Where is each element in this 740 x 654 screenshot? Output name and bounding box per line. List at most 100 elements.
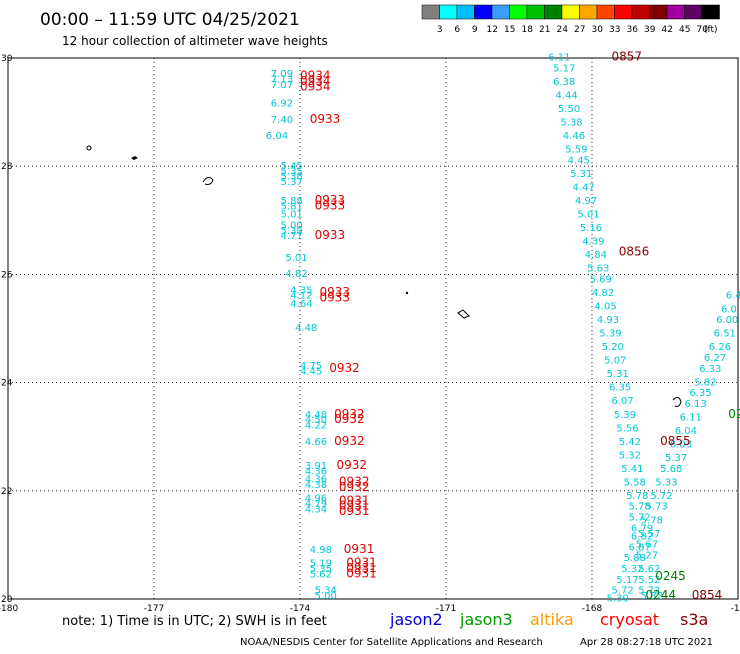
footer-credit: NOAA/NESDIS Center for Satellite Applica… (240, 637, 543, 648)
colorbar-label: 24 (557, 25, 569, 35)
pass-time-label: 0245 (655, 569, 686, 583)
wave-height-label: 6.4 (726, 291, 740, 302)
wave-height-label: 4.12 (290, 291, 312, 302)
colorbar-label: 39 (644, 25, 656, 35)
pass-time-label: 0931 (346, 566, 377, 580)
wave-height-label: 5.59 (565, 145, 587, 156)
wave-height-label: 4.96 (305, 494, 327, 505)
wave-height-label: 4.36 (305, 475, 327, 486)
colorbar-swatch (701, 4, 720, 20)
longitude-tick-label: -180 (0, 604, 18, 614)
pass-time-label: 0932 (334, 434, 365, 448)
wave-height-label: 6.51 (714, 329, 736, 340)
footer-note: note: 1) Time is in UTC; 2) SWH is in fe… (62, 614, 327, 629)
wave-height-label: 4.97 (575, 196, 597, 207)
wave-height-label: 6.07 (611, 396, 633, 407)
colorbar-label: (ft) (704, 25, 718, 35)
map-gridlines (8, 58, 738, 599)
wave-height-label: 5.27 (636, 550, 658, 561)
wave-height-label: 6.11 (680, 412, 702, 423)
colorbar-label: 45 (679, 25, 690, 35)
island-shape (457, 309, 470, 319)
wave-height-label: 4.46 (563, 131, 585, 142)
wave-height-label: 5.39 (281, 226, 303, 237)
colorbar-swatch (561, 4, 580, 20)
wave-height-label: 4.22 (305, 421, 327, 432)
colorbar-swatch (421, 4, 440, 20)
wave-height-label: 4.77 (281, 231, 303, 242)
colorbar-swatch (439, 4, 458, 20)
wave-height-label: 4.75 (300, 361, 322, 372)
footer-timestamp: Apr 28 08:27:18 UTC 2021 (580, 637, 713, 648)
wave-height-label: 5.45 (281, 161, 303, 172)
wave-height-label: 5.72 (638, 586, 660, 597)
pass-time-label: 0933 (315, 228, 346, 242)
pass-time-label: 0931 (339, 493, 370, 507)
colorbar-label: 30 (592, 25, 604, 35)
colorbar-swatch (491, 4, 510, 20)
wave-height-label: 6.26 (709, 342, 731, 353)
colorbar-swatch (509, 4, 528, 20)
wave-height-label: 5.20 (602, 342, 624, 353)
satellite-legend-jason2: jason2 (389, 610, 443, 629)
wave-height-label: 5.33 (655, 477, 677, 488)
wave-height-label: 5.39 (607, 594, 629, 605)
colorbar-label: 9 (472, 25, 478, 35)
wave-height-label: 5.19 (310, 559, 332, 570)
pass-time-label: 0934 (300, 69, 331, 83)
wave-height-label: 4.82 (592, 288, 614, 299)
wave-height-label: 5.56 (616, 423, 638, 434)
colorbar-label: 18 (522, 25, 534, 35)
satellite-legend-cryosat: cryosat (600, 610, 659, 629)
longitude-tick-label: -171 (436, 604, 456, 614)
pass-time-label: 0857 (611, 50, 642, 64)
wave-height-label: 4.44 (556, 91, 578, 102)
island-shape (202, 176, 214, 185)
island-shape (672, 396, 682, 407)
wave-height-label: 5.37 (665, 453, 687, 464)
wave-height-label: 4.64 (290, 299, 312, 310)
wave-height-label: 6.13 (684, 399, 706, 410)
pass-time-label: 0244 (646, 588, 677, 602)
map-frame (7, 57, 739, 600)
colorbar-label: 3 (437, 25, 443, 35)
wave-height-label: 5.35 (281, 166, 303, 177)
wave-height-label: 6.04 (675, 426, 697, 437)
wave-height-label: 4.50 (305, 415, 327, 426)
page-title: 00:00 – 11:59 UTC 04/25/2021 (40, 10, 300, 30)
latitude-tick-label: 24 (1, 379, 13, 389)
wave-height-label: 5.00 (281, 220, 303, 231)
wave-height-label: 4.39 (582, 237, 604, 248)
colorbar-label: 15 (504, 25, 515, 35)
wave-height-label: 6.04 (266, 131, 288, 142)
latitude-tick-label: 30 (1, 54, 13, 64)
pass-time-label: 0934 (300, 74, 331, 88)
pass-time-label: 0856 (619, 244, 650, 258)
wave-height-label: 4.66 (305, 437, 327, 448)
wave-height-label: 4.84 (585, 250, 607, 261)
wave-height-label: 7.09 (271, 69, 293, 80)
wave-height-label: 5.32 (621, 564, 643, 575)
pass-time-label: 0932 (329, 361, 360, 375)
colorbar-swatch (631, 4, 650, 20)
wave-height-label: 5.52 (638, 575, 660, 586)
island-shape (405, 291, 409, 295)
pass-time-label: 0932 (339, 474, 370, 488)
wave-height-label: 5.32 (619, 450, 641, 461)
wave-height-label: 5.88 (624, 553, 646, 564)
wave-height-label: 5.82 (694, 377, 716, 388)
longitude-tick-label: -16 (731, 604, 740, 614)
observation-labels: 7.097.137.076.927.406.045.455.355.385.37… (266, 50, 740, 605)
wave-height-label: 5.39 (599, 329, 621, 340)
map-plot-area: -180 -177 -174 -171 -168 -16 30 28 26 24 22 20 7.09… (0, 50, 740, 614)
latitude-tick-label: 22 (1, 487, 12, 497)
wave-height-label: 5.38 (281, 172, 303, 183)
satellite-legend: jason2 jason3 altika cryosat s3a (389, 610, 708, 629)
wave-height-label: 5.38 (560, 118, 582, 129)
colorbar-swatch (614, 4, 633, 20)
wave-height-label: 4.98 (310, 545, 332, 556)
pass-time-label: 0933 (315, 193, 346, 207)
wave-height-label: 3.91 (305, 461, 327, 472)
wave-height-label: 5.67 (636, 540, 658, 551)
